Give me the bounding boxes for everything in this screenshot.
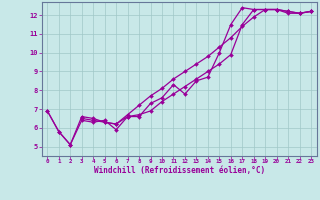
X-axis label: Windchill (Refroidissement éolien,°C): Windchill (Refroidissement éolien,°C) <box>94 166 265 175</box>
